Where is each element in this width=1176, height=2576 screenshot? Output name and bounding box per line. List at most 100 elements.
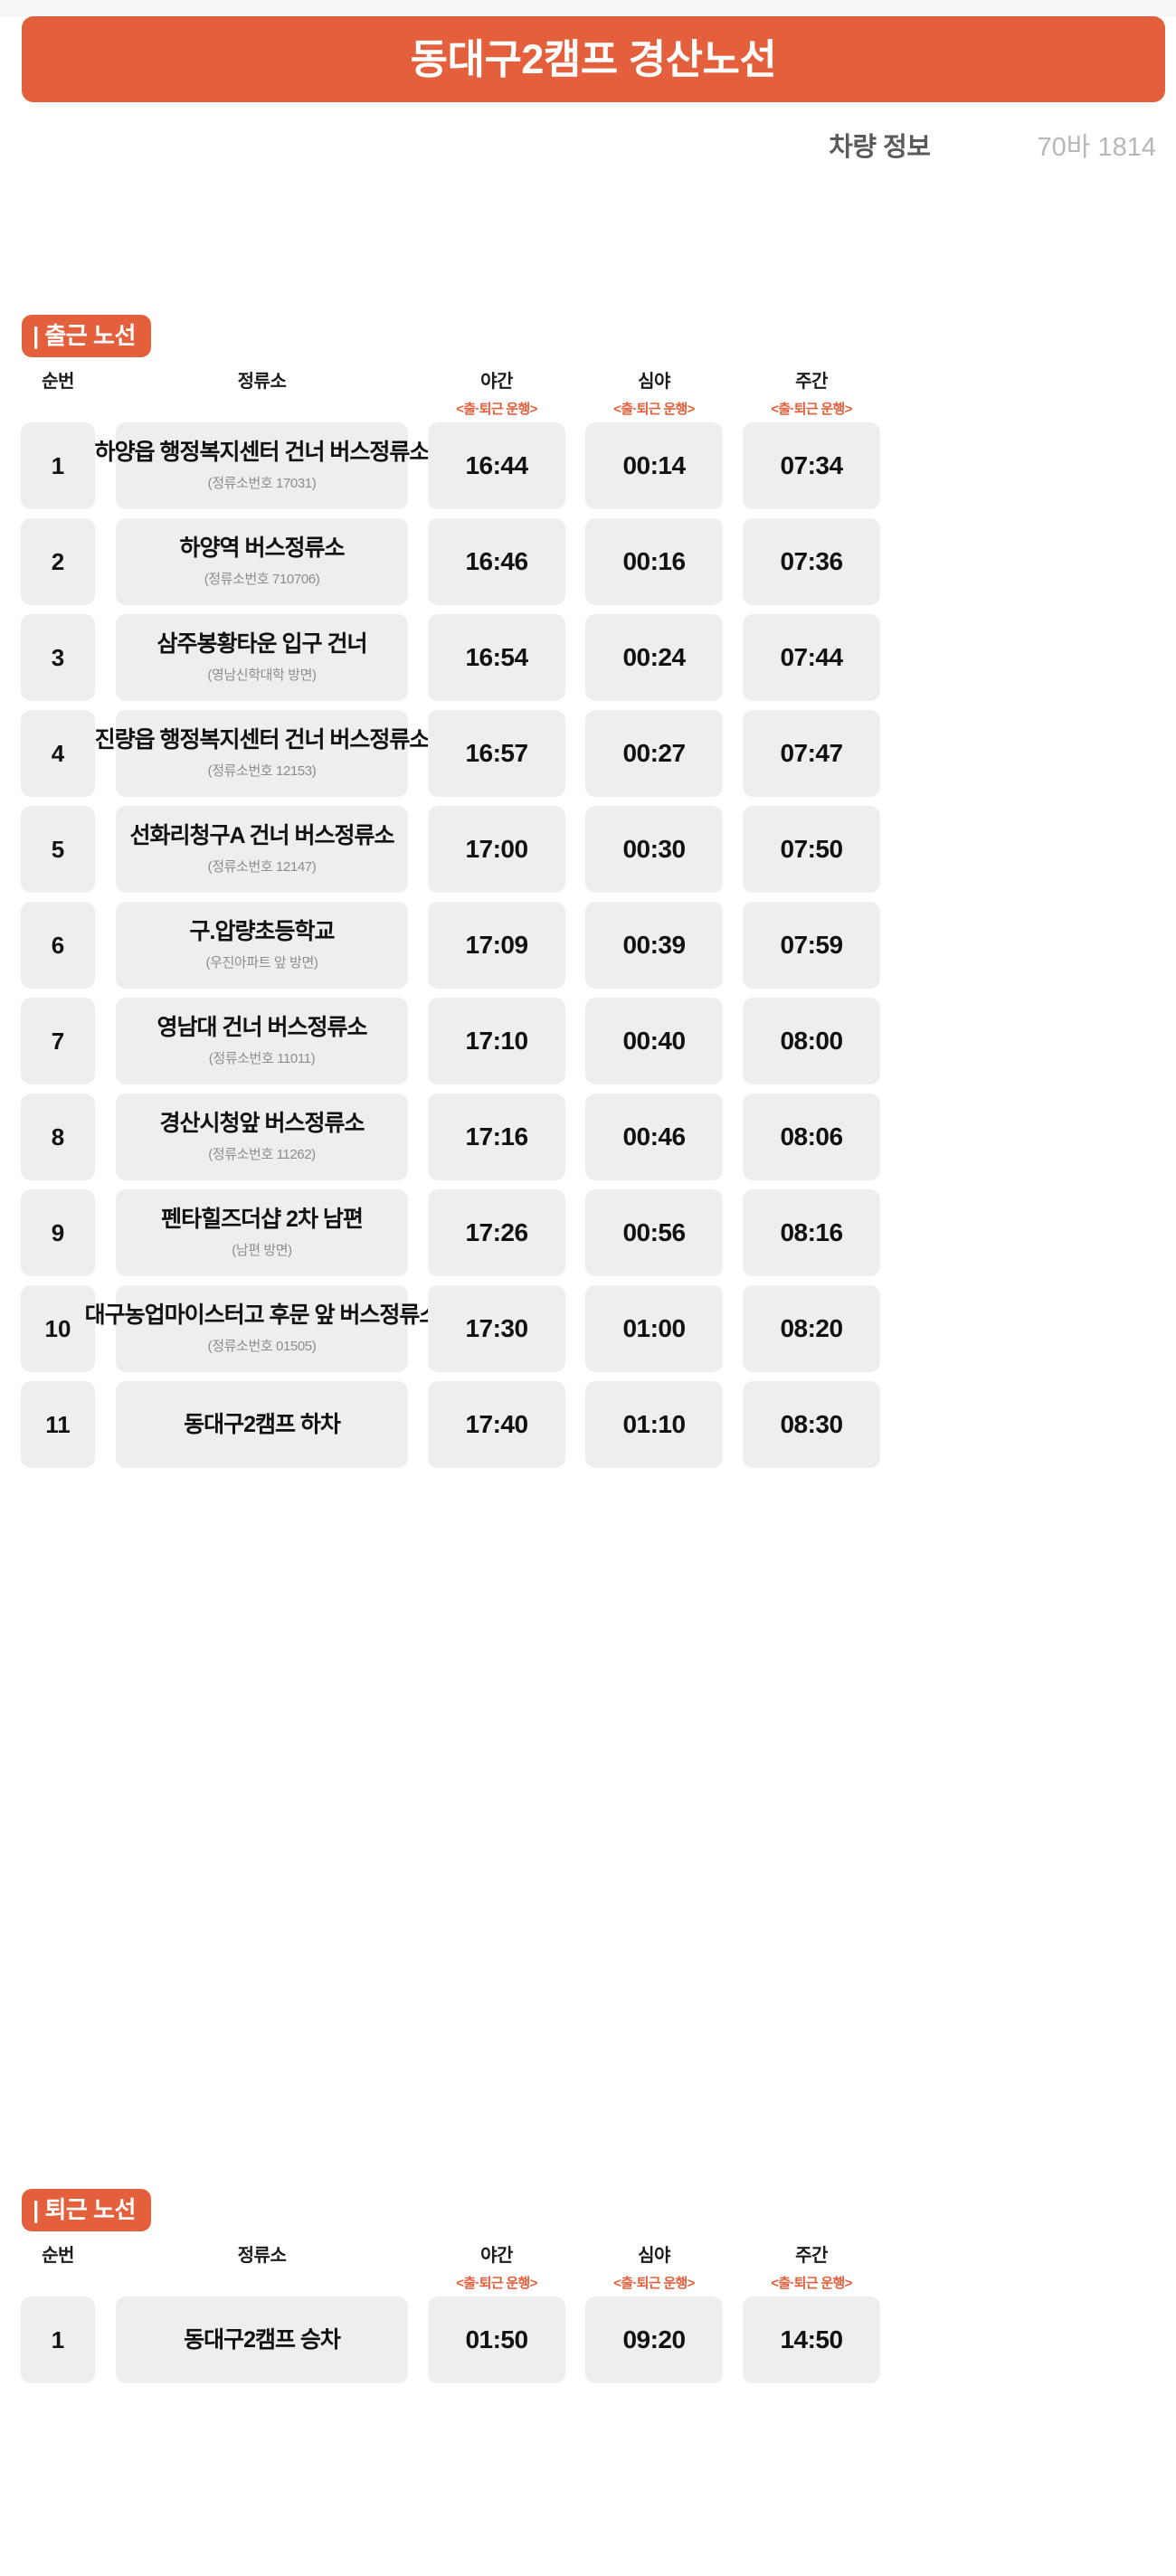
time-cell-latenight: 00:14 [585,422,723,510]
row-index: 1 [51,2325,65,2353]
row-index-cell: 7 [21,998,95,1085]
column-header-no: 순번 [21,372,95,393]
time-cell-day: 07:36 [743,518,880,606]
table-row: 5 선화리청구A 건너 버스정류소 (정류소번호 12147) 17:00 00:30 0… [21,806,1155,894]
column-header-latenight-sub: <출·퇴근 운행> [613,402,695,418]
time-cell-day: 08:06 [743,1094,880,1181]
time-latenight: 00:14 [622,451,686,480]
vehicle-plate-number: 70바 1814 [1037,133,1156,162]
stop-name: 구.압량초등학교 [189,919,336,945]
time-cell-latenight: 09:20 [585,2297,723,2384]
stop-cell: 동대구2캠프 승차 [116,2297,408,2384]
stop-cell: 하양읍 행정복지센터 건너 버스정류소 (정류소번호 17031) [95,422,430,510]
column-header-no-label: 순번 [42,2246,74,2267]
time-cell-day: 07:34 [743,422,880,510]
row-index-cell: 8 [21,1094,95,1181]
section-commute-in: | 출근 노선 순번 정류소 야간 <출·퇴근 운행> 심야 <출·퇴근 운행> [0,315,1176,1477]
time-cell-night: 17:09 [428,902,565,990]
time-day: 08:06 [780,1122,843,1151]
table-row: 8 경산시청앞 버스정류소 (정류소번호 11262) 17:16 00:46 08:06 [21,1094,1155,1181]
row-index-cell: 5 [21,806,95,894]
column-header-day-sub: <출·퇴근 운행> [771,402,852,418]
section-commute-out: | 퇴근 노선 순번 정류소 야간 <출·퇴근 운행> 심야 <출·퇴근 운행> [0,2189,1176,2392]
column-header-no: 순번 [21,2246,95,2267]
time-latenight: 00:46 [622,1122,686,1151]
row-index-cell: 6 [21,902,95,990]
row-index-cell: 10 [21,1285,95,1373]
column-header-night-sub: <출·퇴근 운행> [456,402,537,418]
column-header-day: 주간 <출·퇴근 운행> [743,2246,880,2292]
column-header-latenight-sub: <출·퇴근 운행> [613,2276,695,2292]
column-header-day-label: 주간 [795,372,828,393]
column-header-day-label: 주간 [795,2246,828,2267]
time-day: 08:20 [780,1314,843,1343]
row-index-cell: 1 [21,422,95,510]
time-cell-night: 16:54 [428,614,565,702]
stop-name: 동대구2캠프 승차 [184,2326,341,2353]
row-index: 10 [44,1314,71,1342]
section-badge-label: | 퇴근 노선 [22,2189,151,2232]
stop-name: 경산시청앞 버스정류소 [159,1111,365,1137]
table-header-row: 순번 정류소 야간 <출·퇴근 운행> 심야 <출·퇴근 운행> 주간 <출·퇴… [21,2231,1155,2297]
time-day: 08:16 [780,1218,843,1247]
table-row: 4 진량읍 행정복지센터 건너 버스정류소 (정류소번호 12153) 16:57 00… [21,710,1155,798]
column-header-night-label: 야간 [480,372,513,393]
time-cell-latenight: 00:30 [585,806,723,894]
table-row: 3 삼주봉황타운 입구 건너 (영남신학대학 방면) 16:54 00:24 07:44 [21,614,1155,702]
row-index-cell: 11 [21,1381,95,1469]
time-night: 17:16 [465,1122,528,1151]
row-index-cell: 3 [21,614,95,702]
time-latenight: 01:00 [622,1314,686,1343]
time-cell-latenight: 00:16 [585,518,723,606]
table-body: 1 하양읍 행정복지센터 건너 버스정류소 (정류소번호 17031) 16:44 00… [21,422,1155,1469]
time-day: 07:47 [780,739,843,768]
stop-sub-label: (정류소번호 12153) [207,762,317,779]
time-cell-night: 16:44 [428,422,565,510]
column-header-night: 야간 <출·퇴근 운행> [428,2246,565,2292]
stop-cell: 하양역 버스정류소 (정류소번호 710706) [116,518,408,606]
stop-name: 선화리청구A 건너 버스정류소 [129,823,394,849]
stop-name: 동대구2캠프 하차 [184,1411,341,1437]
row-index: 8 [51,1122,65,1151]
column-header-latenight-label: 심야 [638,2246,670,2267]
time-day: 08:30 [780,1410,843,1439]
time-night: 01:50 [465,2325,528,2354]
column-header-latenight: 심야 <출·퇴근 운행> [585,2246,723,2292]
section-badge-label: | 출근 노선 [22,315,151,358]
column-header-no-label: 순번 [42,372,74,393]
row-index: 6 [51,931,65,959]
time-cell-day: 07:44 [743,614,880,702]
time-cell-night: 17:30 [428,1285,565,1373]
time-cell-day: 14:50 [743,2297,880,2384]
stop-cell: 영남대 건너 버스정류소 (정류소번호 11011) [116,998,408,1085]
stop-name: 영남대 건너 버스정류소 [156,1015,368,1041]
table-row: 6 구.압량초등학교 (우진아파트 앞 방면) 17:09 00:39 07:59 [21,902,1155,990]
time-day: 07:36 [780,547,843,576]
stop-sub-label: (정류소번호 12147) [207,858,317,875]
stop-name: 대구농업마이스터고 후문 앞 버스정류소 [84,1302,441,1329]
stop-sub-label: (정류소번호 01505) [207,1338,317,1354]
stop-name: 하양읍 행정복지센터 건너 버스정류소 [94,440,431,466]
vehicle-info-row: 차량 정보 70바 1814 [0,121,1176,168]
time-cell-latenight: 01:00 [585,1285,723,1373]
column-header-stop-label: 정류소 [237,372,287,393]
time-cell-latenight: 00:27 [585,710,723,798]
time-latenight: 00:30 [622,835,686,864]
time-cell-latenight: 00:56 [585,1189,723,1277]
time-latenight: 01:10 [622,1410,686,1439]
table-row: 2 하양역 버스정류소 (정류소번호 710706) 16:46 00:16 07:36 [21,518,1155,606]
stop-cell: 구.압량초등학교 (우진아파트 앞 방면) [116,902,408,990]
table-body: 1 동대구2캠프 승차 01:50 09:20 14:50 [21,2297,1155,2384]
row-index: 1 [51,451,65,479]
stop-cell: 삼주봉황타운 입구 건너 (영남신학대학 방면) [116,614,408,702]
time-latenight: 00:40 [622,1027,686,1056]
stop-cell: 펜타힐즈더샵 2차 남편 (남편 방면) [116,1189,408,1277]
time-cell-night: 16:57 [428,710,565,798]
time-cell-day: 08:00 [743,998,880,1085]
time-latenight: 00:27 [622,739,686,768]
column-header-latenight-label: 심야 [638,372,670,393]
time-cell-latenight: 01:10 [585,1381,723,1469]
table-row: 1 동대구2캠프 승차 01:50 09:20 14:50 [21,2297,1155,2384]
table-header-row: 순번 정류소 야간 <출·퇴근 운행> 심야 <출·퇴근 운행> 주간 <출·퇴… [21,357,1155,422]
time-day: 14:50 [780,2325,843,2354]
